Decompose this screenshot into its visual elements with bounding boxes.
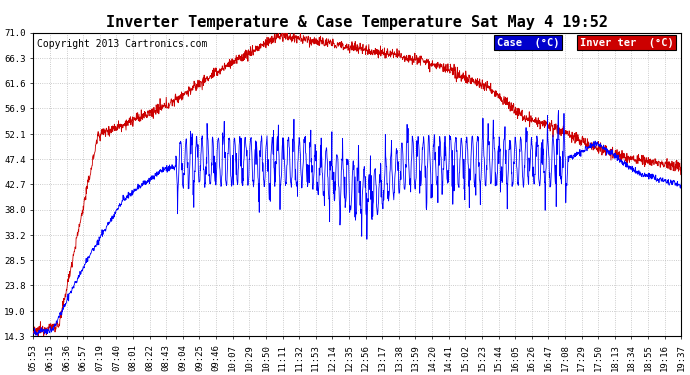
Text: Inver ter  (°C): Inver ter (°C)	[580, 38, 673, 48]
Text: Case  (°C): Case (°C)	[497, 38, 559, 48]
Title: Inverter Temperature & Case Temperature Sat May 4 19:52: Inverter Temperature & Case Temperature …	[106, 15, 609, 30]
Text: Copyright 2013 Cartronics.com: Copyright 2013 Cartronics.com	[37, 39, 207, 49]
